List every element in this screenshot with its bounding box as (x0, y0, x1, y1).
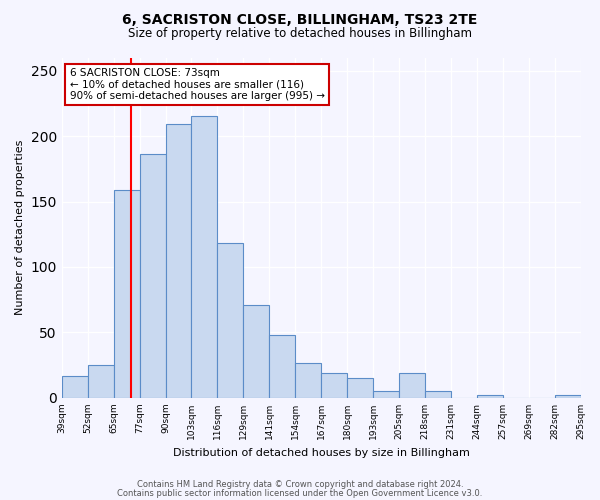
Bar (347, 378, 373, 398)
Text: Contains HM Land Registry data © Crown copyright and database right 2024.: Contains HM Land Registry data © Crown c… (137, 480, 463, 489)
Bar (113, 190, 140, 398)
Text: 6 SACRISTON CLOSE: 73sqm
← 10% of detached houses are smaller (116)
90% of semi-: 6 SACRISTON CLOSE: 73sqm ← 10% of detach… (70, 68, 325, 101)
Bar (399, 373, 425, 398)
Bar (477, 396, 503, 398)
Y-axis label: Number of detached properties: Number of detached properties (15, 140, 25, 316)
Text: Contains public sector information licensed under the Open Government Licence v3: Contains public sector information licen… (118, 489, 482, 498)
Text: 6, SACRISTON CLOSE, BILLINGHAM, TS23 2TE: 6, SACRISTON CLOSE, BILLINGHAM, TS23 2TE (122, 12, 478, 26)
Bar (554, 396, 581, 398)
Bar (425, 392, 451, 398)
Bar (166, 124, 191, 398)
Bar (373, 392, 399, 398)
X-axis label: Distribution of detached houses by size in Billingham: Distribution of detached houses by size … (173, 448, 470, 458)
Bar (62, 376, 88, 398)
Bar (88, 365, 113, 398)
Bar (321, 373, 347, 398)
Bar (140, 154, 166, 398)
Bar (191, 116, 217, 398)
Bar (217, 244, 244, 398)
Bar (244, 305, 269, 398)
Bar (295, 362, 321, 398)
Text: Size of property relative to detached houses in Billingham: Size of property relative to detached ho… (128, 28, 472, 40)
Bar (269, 335, 295, 398)
